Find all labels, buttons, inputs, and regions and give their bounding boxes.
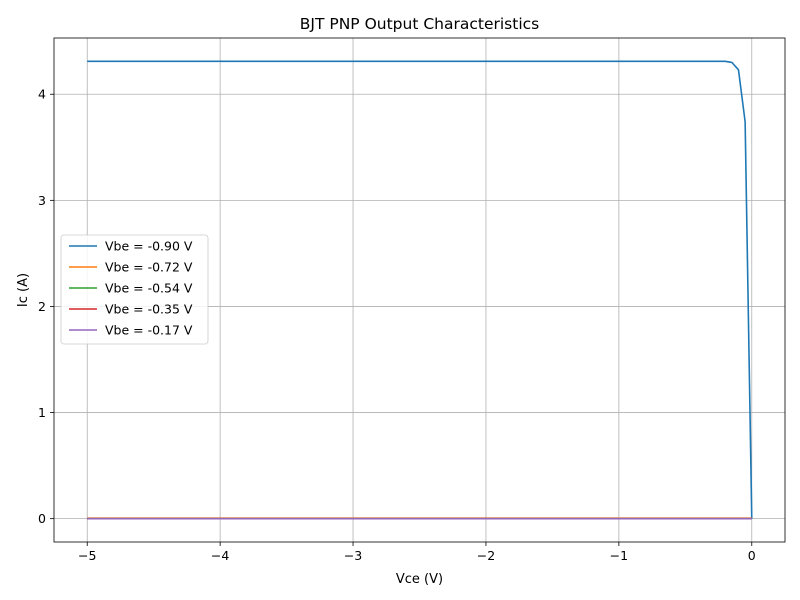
ticks: −5 −4 −3 −2 −1 0 0 1 2 3 4 bbox=[38, 87, 756, 563]
x-tick-label: 0 bbox=[748, 548, 756, 563]
y-tick-label: 2 bbox=[38, 299, 46, 314]
legend: Vbe = -0.90 V Vbe = -0.72 V Vbe = -0.54 V V… bbox=[60, 234, 209, 345]
y-tick-label: 1 bbox=[38, 405, 46, 420]
legend-label: Vbe = -0.72 V bbox=[105, 260, 193, 275]
legend-label: Vbe = -0.54 V bbox=[105, 281, 193, 296]
x-tick-label: −3 bbox=[344, 548, 362, 563]
x-tick-label: −1 bbox=[610, 548, 628, 563]
x-tick-label: −5 bbox=[78, 548, 96, 563]
series-line bbox=[87, 60, 753, 519]
legend-label: Vbe = -0.17 V bbox=[105, 323, 193, 338]
legend-label: Vbe = -0.90 V bbox=[105, 239, 193, 254]
chart-title: BJT PNP Output Characteristics bbox=[300, 15, 539, 33]
y-tick-label: 0 bbox=[38, 511, 46, 526]
y-tick-label: 4 bbox=[38, 87, 46, 102]
series-lines bbox=[87, 60, 753, 520]
x-tick-label: −2 bbox=[477, 548, 495, 563]
legend-label: Vbe = -0.35 V bbox=[105, 302, 193, 317]
x-tick-label: −4 bbox=[211, 548, 229, 563]
y-tick-label: 3 bbox=[38, 193, 46, 208]
x-axis-label: Vce (V) bbox=[396, 572, 443, 587]
legend-box bbox=[60, 234, 209, 345]
y-axis-label: Ic (A) bbox=[16, 273, 31, 307]
plot-frame bbox=[53, 37, 786, 543]
